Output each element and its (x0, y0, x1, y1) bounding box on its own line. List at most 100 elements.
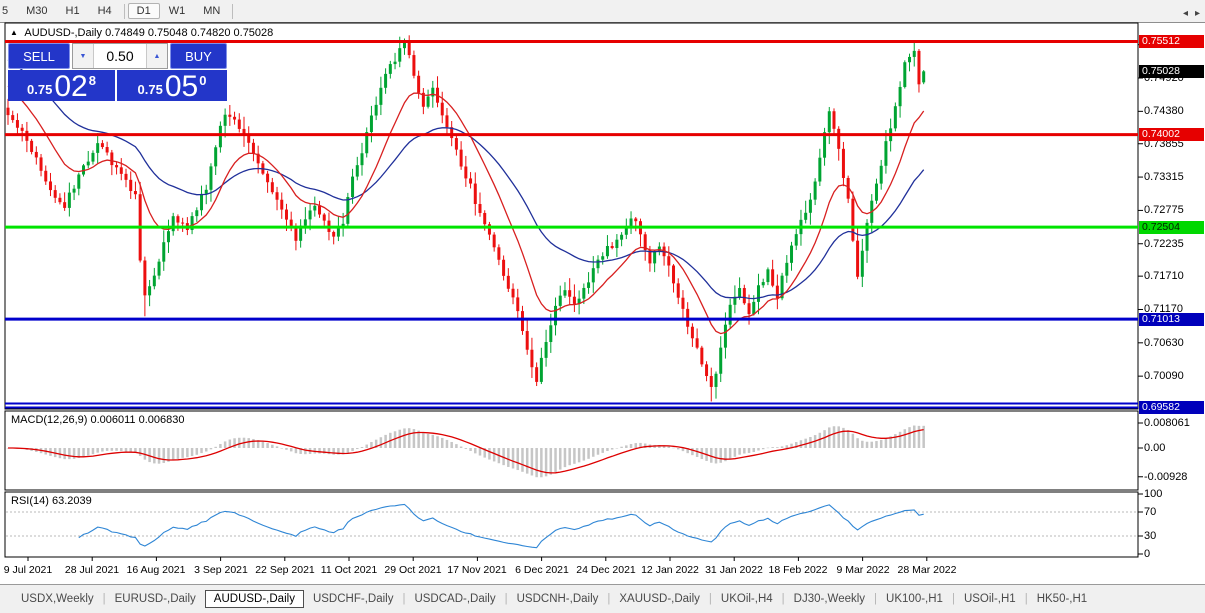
chart-tab-uk100-h1[interactable]: UK100-,H1 (886, 593, 943, 605)
volume-increase-button[interactable]: ▲ (146, 44, 167, 68)
macd-indicator-label: MACD(12,26,9) 0.006011 0.006830 (11, 414, 185, 426)
volume-input[interactable]: 0.50 (106, 48, 134, 64)
macd-signal-line (8, 428, 924, 474)
time-axis-label: 17 Nov 2021 (447, 564, 507, 576)
timeframe-button-m30[interactable]: M30 (26, 5, 48, 17)
chart-tab-usdx-weekly[interactable]: USDX,Weekly (21, 593, 94, 605)
tab-separator: | (504, 593, 508, 605)
price-axis-badge: 0.75028 (1139, 65, 1204, 78)
chart-symbol-label: AUDUSD-,Daily (24, 27, 102, 39)
timeframe-button-h1[interactable]: H1 (65, 5, 80, 17)
price-axis-label: 0.72235 (1144, 238, 1184, 250)
chart-tab-audusd-daily[interactable]: AUDUSD-,Daily (204, 590, 304, 608)
timeframe-toolbar: 5 M30 H1 H4 D1 W1 MN (0, 0, 1205, 23)
time-axis-label: 3 Sep 2021 (194, 564, 248, 576)
sell-price-point: 8 (88, 73, 96, 88)
macd-axis-label: 0.008061 (1144, 417, 1190, 429)
chart-tab-eurusd-daily[interactable]: EURUSD-,Daily (114, 593, 196, 605)
tab-scroll-left-icon[interactable]: ◂ (1182, 8, 1188, 19)
macd-axis-label: -0.00928 (1144, 471, 1188, 483)
chart-tab-usoil-h1[interactable]: USOil-,H1 (963, 593, 1016, 605)
time-axis-label: 9 Jul 2021 (3, 564, 53, 576)
time-axis-label: 12 Jan 2022 (641, 564, 699, 576)
symbol-tab-bar: USDX,Weekly | EURUSD-,Daily AUDUSD-,Daily US… (0, 584, 1205, 613)
price-axis-label: 0.74380 (1144, 105, 1184, 117)
price-axis-label: 0.70630 (1144, 337, 1184, 349)
chart-tab-ukoil-h4[interactable]: UKOil-,H4 (720, 593, 773, 605)
time-axis-label: 22 Sep 2021 (255, 564, 315, 576)
toolbar-separator (232, 3, 234, 19)
time-axis-label: 24 Dec 2021 (576, 564, 636, 576)
chart-ohlc-values: 0.74849 0.75048 0.74820 0.75028 (105, 27, 274, 39)
chevron-down-icon: ▼ (79, 52, 87, 60)
time-axis-label: 16 Aug 2021 (126, 564, 186, 576)
buy-price-base: 0.75 (137, 82, 163, 97)
timeframe-button-d1[interactable]: D1 (127, 3, 160, 19)
buy-price-pips: 05 (164, 70, 199, 103)
sell-price-base: 0.75 (27, 82, 53, 97)
timeframe-button-w1[interactable]: W1 (168, 5, 186, 17)
chart-tab-usdchf-daily[interactable]: USDCHF-,Daily (312, 593, 394, 605)
rsi-axis-label: 0 (1144, 548, 1151, 560)
tab-separator: | (102, 593, 106, 605)
buy-price-point: 0 (199, 73, 207, 88)
chart-tab-hk50-h1[interactable]: HK50-,H1 (1036, 593, 1088, 605)
price-axis-label: 0.73855 (1144, 138, 1184, 150)
price-level-line[interactable] (5, 402, 1138, 409)
candlestick-series (6, 35, 926, 402)
price-axis-label: 0.71710 (1144, 270, 1184, 282)
tab-separator: | (1024, 593, 1028, 605)
tab-separator: | (781, 593, 785, 605)
volume-stepper: ▼ 0.50 ▲ (72, 43, 168, 69)
price-axis-badge: 0.72504 (1139, 221, 1204, 234)
sell-price-display[interactable]: 0.75 02 8 (8, 70, 115, 103)
tab-separator: | (951, 593, 955, 605)
price-axis-badge: 0.75512 (1139, 35, 1204, 48)
buy-price-display[interactable]: 0.75 05 0 (117, 70, 227, 103)
time-axis-label: 11 Oct 2021 (320, 564, 378, 576)
chart-tab-dj30-weekly[interactable]: DJ30-,Weekly (793, 593, 866, 605)
tab-separator: | (607, 593, 611, 605)
sell-price-pips: 02 (54, 70, 88, 103)
time-axis-label: 29 Oct 2021 (384, 564, 442, 576)
price-axis-badge: 0.74002 (1139, 128, 1204, 141)
time-axis-label: 6 Dec 2021 (515, 564, 569, 576)
time-axis-label: 31 Jan 2022 (705, 564, 763, 576)
buy-button[interactable]: BUY (170, 43, 227, 69)
time-axis-label: 18 Feb 2022 (768, 564, 828, 576)
tab-scroll-right-icon[interactable]: ▸ (1194, 8, 1200, 19)
price-axis-label: 0.71170 (1144, 303, 1183, 315)
timeframe-button-5[interactable]: 5 (2, 5, 9, 17)
sell-button[interactable]: SELL (8, 43, 70, 69)
price-axis-label: 0.73315 (1144, 171, 1184, 183)
macd-axis-label: 0.00 (1144, 442, 1166, 454)
timeframe-button-h4[interactable]: H4 (97, 5, 112, 17)
one-click-trading-panel: SELL ▼ 0.50 ▲ BUY 0.75 02 8 0.75 05 0 (8, 43, 227, 103)
macd-histogram (6, 425, 925, 478)
price-axis-label: 0.72775 (1144, 204, 1184, 216)
timeframe-button-mn[interactable]: MN (203, 5, 221, 17)
tab-scroll-arrows: ◂ ▸ (1176, 8, 1200, 19)
rsi-panel[interactable] (4, 491, 1139, 558)
chart-tab-usdcnh-daily[interactable]: USDCNH-,Daily (516, 593, 599, 605)
macd-panel[interactable] (4, 410, 1139, 491)
chart-title: ▲ AUDUSD-,Daily 0.74849 0.75048 0.74820 … (10, 27, 273, 39)
time-axis-label: 28 Jul 2021 (64, 564, 120, 576)
chart-tab-xauusd-daily[interactable]: XAUUSD-,Daily (619, 593, 700, 605)
toolbar-separator (123, 3, 125, 19)
tab-separator: | (874, 593, 878, 605)
rsi-axis-label: 30 (1144, 530, 1157, 542)
rsi-axis-label: 100 (1144, 488, 1163, 500)
price-axis-label: 0.70090 (1144, 370, 1184, 382)
rsi-indicator-label: RSI(14) 63.2039 (11, 495, 92, 507)
symbol-collapse-arrow-icon[interactable]: ▲ (10, 28, 18, 37)
rsi-line (78, 503, 924, 549)
time-axis-label: 9 Mar 2022 (836, 564, 890, 576)
price-axis-badge: 0.71013 (1139, 313, 1204, 326)
time-axis-label: 28 Mar 2022 (897, 564, 957, 576)
price-axis-badge: 0.69582 (1139, 401, 1204, 414)
chart-tab-usdcad-daily[interactable]: USDCAD-,Daily (414, 593, 496, 605)
volume-decrease-button[interactable]: ▼ (73, 44, 94, 68)
tab-separator: | (402, 593, 406, 605)
